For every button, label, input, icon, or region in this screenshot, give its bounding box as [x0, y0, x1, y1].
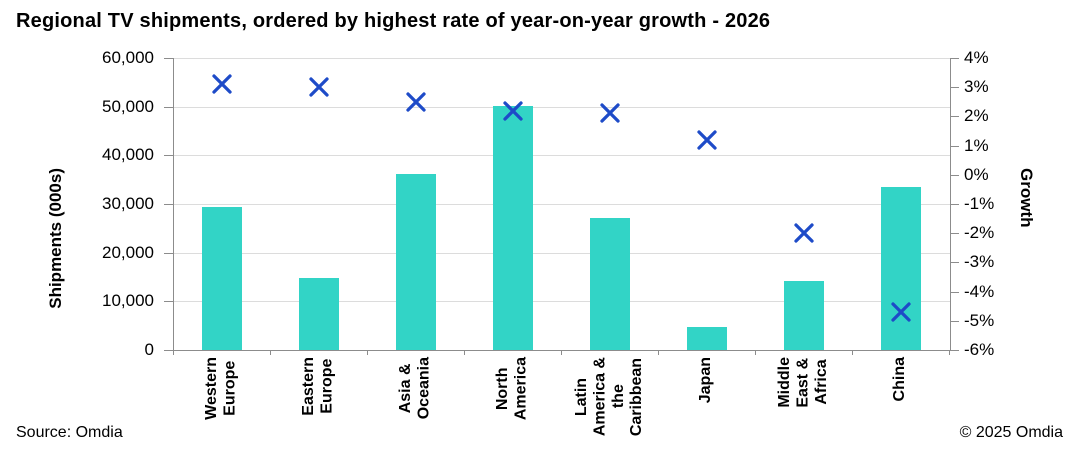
- right-axis-tick: [950, 58, 959, 59]
- growth-x-marker: [404, 90, 428, 114]
- left-axis-tick: [164, 107, 173, 108]
- category-label: North America: [464, 357, 561, 452]
- left-axis-tick-label: 50,000: [102, 97, 154, 116]
- gridline: [174, 301, 950, 302]
- category-label: Latin America & the Caribbean: [561, 357, 658, 452]
- category-label: Japan: [658, 357, 755, 452]
- right-axis-tick-label: -4%: [964, 282, 995, 301]
- right-axis-tick-label: -6%: [964, 340, 995, 359]
- right-axis-tick-label: 0%: [964, 165, 989, 184]
- category-label-text: Middle East & Africa: [775, 357, 830, 408]
- left-axis-tick: [164, 253, 173, 254]
- category-label-text: Eastern Europe: [300, 357, 336, 416]
- category-label: Eastern Europe: [270, 357, 367, 452]
- gridline: [174, 204, 950, 205]
- shipments-bar: [784, 281, 824, 350]
- shipments-bar: [687, 327, 727, 350]
- gridline: [174, 107, 950, 108]
- x-marker-icon: [697, 130, 717, 150]
- left-axis-title: Shipments (000s): [46, 168, 65, 309]
- plot-area: [173, 58, 951, 350]
- left-axis-tick-label: 40,000: [102, 145, 154, 164]
- right-axis-tick-label: 4%: [964, 48, 989, 67]
- x-axis-tick: [658, 350, 659, 355]
- right-axis-tick-label: 3%: [964, 77, 989, 96]
- source-note: Source: Omdia: [16, 424, 123, 441]
- shipments-bar: [299, 278, 339, 350]
- right-axis-tick: [950, 262, 959, 263]
- category-label: China: [852, 357, 949, 452]
- right-axis-tick-label: -1%: [964, 194, 995, 213]
- category-label-text: Western Europe: [203, 357, 239, 420]
- right-axis-tick-label: -5%: [964, 311, 995, 330]
- growth-x-marker: [501, 99, 525, 123]
- category-label-text: Asia & Oceania: [397, 357, 433, 420]
- right-axis-tick: [950, 233, 959, 234]
- category-label: Middle East & Africa: [755, 357, 852, 452]
- shipments-bar: [396, 174, 436, 350]
- x-axis-tick: [949, 350, 950, 355]
- chart-title: Regional TV shipments, ordered by highes…: [16, 10, 771, 32]
- right-axis-tick-label: 1%: [964, 136, 989, 155]
- left-axis-tick-label: 0: [144, 340, 154, 359]
- left-axis-tick-label: 10,000: [102, 291, 154, 310]
- x-axis-tick: [755, 350, 756, 355]
- right-axis-tick: [950, 204, 959, 205]
- left-axis-tick: [164, 58, 173, 59]
- growth-x-marker: [695, 128, 719, 152]
- x-axis-tick: [367, 350, 368, 355]
- shipments-bar: [590, 218, 630, 350]
- left-axis-tick-label: 60,000: [102, 48, 154, 67]
- shipments-bar: [881, 187, 921, 350]
- x-axis-tick: [852, 350, 853, 355]
- gridline: [174, 253, 950, 254]
- gridline: [174, 58, 950, 59]
- growth-x-marker: [210, 72, 234, 96]
- category-label: Western Europe: [173, 357, 270, 452]
- category-label-text: Latin America & the Caribbean: [572, 357, 645, 437]
- right-axis-tick: [950, 350, 959, 351]
- x-marker-icon: [794, 223, 814, 243]
- category-label-text: North America: [494, 357, 530, 421]
- left-axis-tick-label: 20,000: [102, 243, 154, 262]
- left-axis-tick: [164, 301, 173, 302]
- right-axis-tick-label: -3%: [964, 252, 995, 271]
- left-axis-tick: [164, 155, 173, 156]
- right-axis-tick: [950, 87, 959, 88]
- growth-x-marker: [307, 75, 331, 99]
- right-axis-tick-label: -2%: [964, 223, 995, 242]
- x-axis-tick: [173, 350, 174, 355]
- right-axis-tick: [950, 292, 959, 293]
- x-marker-icon: [503, 101, 523, 121]
- x-axis-tick: [270, 350, 271, 355]
- copyright-note: © 2025 Omdia: [959, 424, 1063, 441]
- x-marker-icon: [406, 92, 426, 112]
- category-label-text: Japan: [697, 357, 715, 404]
- right-axis-tick: [950, 175, 959, 176]
- category-label: Asia & Oceania: [367, 357, 464, 452]
- shipments-bar: [202, 207, 242, 350]
- right-axis-title: Growth: [1017, 168, 1036, 228]
- left-axis-tick: [164, 204, 173, 205]
- growth-x-marker: [889, 300, 913, 324]
- right-axis-tick: [950, 116, 959, 117]
- left-axis-tick-label: 30,000: [102, 194, 154, 213]
- shipments-bar: [493, 106, 533, 350]
- x-axis-tick: [561, 350, 562, 355]
- growth-x-marker: [598, 101, 622, 125]
- x-axis-tick: [464, 350, 465, 355]
- x-marker-icon: [309, 77, 329, 97]
- left-axis-tick: [164, 350, 173, 351]
- x-marker-icon: [891, 302, 911, 322]
- x-marker-icon: [600, 103, 620, 123]
- growth-x-marker: [792, 221, 816, 245]
- gridline: [174, 155, 950, 156]
- right-axis-tick: [950, 321, 959, 322]
- x-marker-icon: [212, 74, 232, 94]
- right-axis-tick-label: 2%: [964, 106, 989, 125]
- category-label-text: China: [891, 357, 909, 402]
- right-axis-tick: [950, 146, 959, 147]
